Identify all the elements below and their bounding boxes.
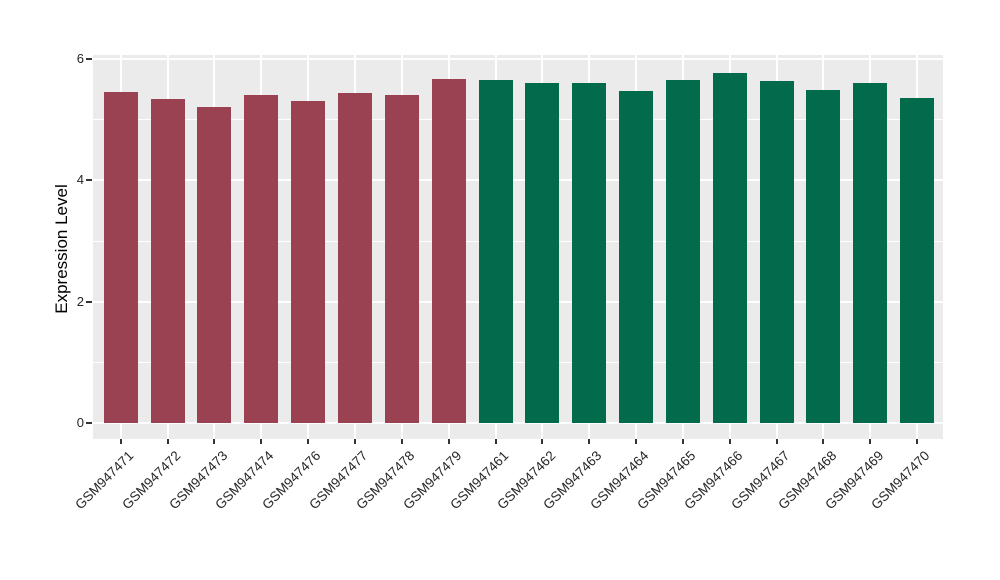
bar-GSM947462 xyxy=(525,82,560,424)
x-tick-mark xyxy=(260,439,263,444)
x-tick-mark xyxy=(166,439,169,444)
bar-GSM947474 xyxy=(244,95,279,424)
bar-GSM947476 xyxy=(291,100,326,424)
bar-GSM947465 xyxy=(665,80,700,424)
x-tick-mark xyxy=(588,439,591,444)
y-tick-mark xyxy=(86,179,92,182)
y-tick-mark xyxy=(86,422,92,425)
x-tick-mark xyxy=(775,439,778,444)
x-tick-mark xyxy=(307,439,310,444)
gridline-y-major xyxy=(93,422,943,425)
bar-GSM947470 xyxy=(900,97,935,424)
gridline-y-major xyxy=(93,179,943,182)
bar-GSM947461 xyxy=(478,80,513,424)
bar-GSM947463 xyxy=(572,83,607,424)
x-tick-mark xyxy=(213,439,216,444)
x-tick-mark xyxy=(447,439,450,444)
x-tick-mark xyxy=(635,439,638,444)
bar-GSM947467 xyxy=(759,80,794,424)
gridline-y-minor xyxy=(93,362,943,364)
y-tick-mark xyxy=(86,300,92,303)
gridline-y-major xyxy=(93,57,943,60)
x-tick-mark xyxy=(681,439,684,444)
bar-GSM947477 xyxy=(337,92,372,424)
bar-GSM947479 xyxy=(431,79,466,424)
x-tick-mark xyxy=(541,439,544,444)
y-tick-label: 2 xyxy=(76,293,84,309)
bar-GSM947469 xyxy=(853,82,888,424)
bar-GSM947471 xyxy=(103,92,138,424)
x-tick-mark xyxy=(916,439,919,444)
bar-GSM947478 xyxy=(384,94,419,424)
y-tick-mark xyxy=(86,57,92,60)
x-tick-mark xyxy=(119,439,122,444)
bar-GSM947473 xyxy=(197,106,232,424)
plot-panel xyxy=(93,55,943,439)
gridline-y-major xyxy=(93,300,943,303)
gridline-y-minor xyxy=(93,119,943,121)
y-axis-title: Expression Level xyxy=(52,184,71,314)
y-tick-label: 6 xyxy=(76,50,84,66)
x-tick-mark xyxy=(728,439,731,444)
y-tick-label: 0 xyxy=(76,415,84,431)
bar-GSM947466 xyxy=(712,72,747,424)
x-tick-mark xyxy=(869,439,872,444)
x-tick-mark xyxy=(494,439,497,444)
x-tick-mark xyxy=(353,439,356,444)
bar-GSM947464 xyxy=(619,90,654,424)
x-tick-mark xyxy=(822,439,825,444)
bar-GSM947468 xyxy=(806,89,841,424)
y-tick-label: 4 xyxy=(76,172,84,188)
x-tick-mark xyxy=(400,439,403,444)
gridline-y-minor xyxy=(93,240,943,242)
bar-GSM947472 xyxy=(150,99,185,424)
